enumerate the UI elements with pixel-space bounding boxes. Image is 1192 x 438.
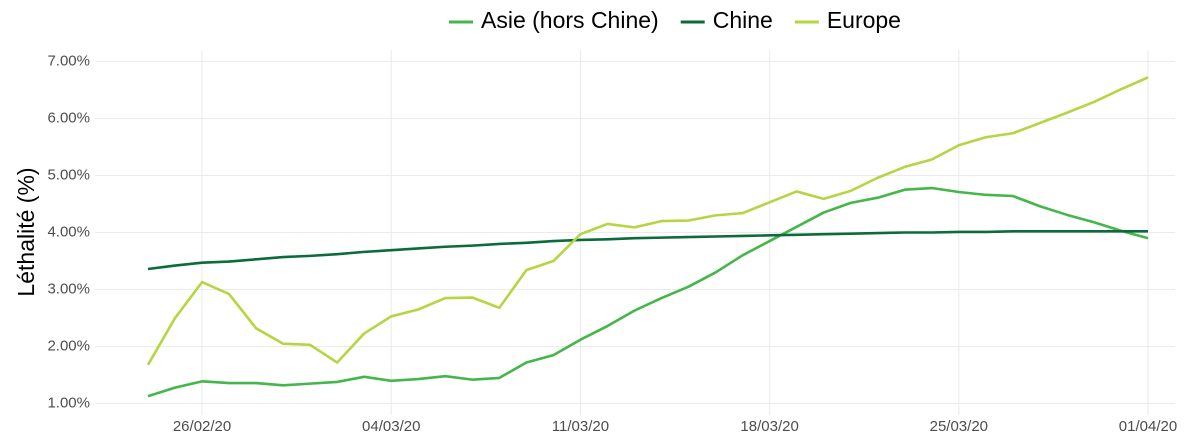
y-tick-label: 3.00% [47,281,90,298]
y-tick-label: 4.00% [47,223,90,240]
x-tick-label: 25/03/20 [930,418,988,435]
y-axis-label: Léthalité (%) [13,167,39,296]
line [146,76,1149,366]
y-tick-label: 7.00% [47,52,90,69]
x-tick-label: 18/03/20 [740,418,798,435]
x-tick-label: 04/03/20 [362,418,420,435]
y-tick-label: 6.00% [47,109,90,126]
legend-label: Asie (hors Chine) [481,7,659,33]
x-tick-label: 11/03/20 [552,418,609,435]
y-tick-label: 5.00% [47,166,90,183]
legend-label: Europe [827,7,901,33]
x-tick-label: 01/04/20 [1119,418,1177,435]
y-tick-label: 2.00% [47,338,90,355]
line [147,186,1149,398]
x-tick-label: 26/02/20 [173,418,231,435]
legend: Asie (hors Chine) Chine Europe [449,7,901,33]
line [147,230,1148,271]
y-tick-label: 1.00% [47,395,90,412]
legend-label: Chine [713,7,773,33]
